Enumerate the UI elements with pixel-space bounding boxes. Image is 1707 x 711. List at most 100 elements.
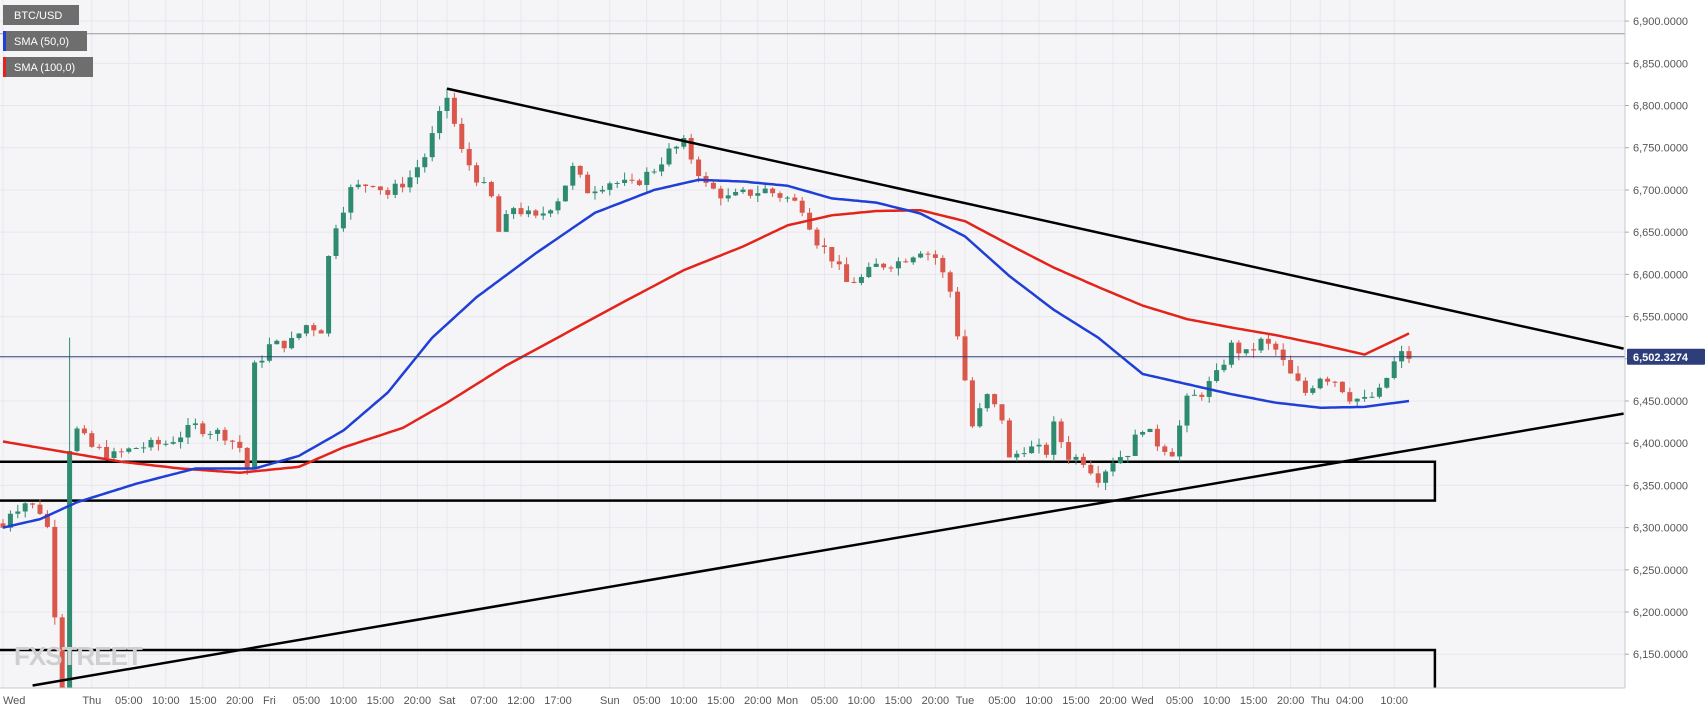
legend-item-background — [3, 5, 79, 25]
candle-down — [1162, 446, 1168, 452]
x-tick-label: 10:00 — [1203, 695, 1231, 707]
x-tick-label: 10:00 — [152, 695, 180, 707]
legend-item-background — [3, 57, 93, 77]
candle-up — [858, 277, 864, 283]
y-tick-label: 6,600.0000 — [1633, 269, 1688, 281]
candle-down — [999, 404, 1005, 421]
candle-down — [792, 197, 798, 201]
x-tick-label: Wed — [3, 695, 25, 707]
y-tick-label: 6,800.0000 — [1633, 101, 1688, 113]
candle-down — [710, 182, 716, 189]
candle-down — [814, 229, 820, 246]
candle-up — [1228, 342, 1234, 365]
legend-item[interactable]: SMA (50,0) — [3, 31, 87, 51]
candle-down — [1043, 444, 1049, 455]
candle-down — [222, 429, 228, 441]
candle-down — [496, 196, 502, 232]
legend-color-swatch — [3, 5, 6, 25]
candle-up — [192, 423, 198, 425]
candle-down — [488, 182, 494, 197]
support-zone-upper — [0, 460, 1437, 502]
candle-down — [1199, 394, 1205, 397]
candle-down — [155, 439, 161, 445]
candle-down — [1251, 349, 1257, 351]
candle-up — [666, 148, 672, 165]
candle-up — [681, 138, 687, 147]
candle-up — [511, 208, 517, 215]
candle-down — [1295, 373, 1301, 381]
candle-up — [326, 256, 332, 334]
x-tick-label: 20:00 — [1277, 695, 1305, 707]
candle-down — [30, 503, 36, 505]
candle-down — [1154, 428, 1160, 447]
legend-item[interactable]: SMA (100,0) — [3, 57, 93, 77]
candle-down — [1265, 338, 1271, 344]
candle-down — [962, 336, 968, 381]
candle-up — [170, 442, 176, 444]
y-tick-label: 6,650.0000 — [1633, 227, 1688, 239]
candle-up — [126, 448, 132, 452]
legend-item-label: SMA (100,0) — [14, 62, 75, 74]
candle-down — [311, 325, 317, 331]
candle-down — [318, 330, 324, 334]
candle-down — [518, 208, 524, 215]
legend-item[interactable]: BTC/USD — [3, 5, 79, 25]
candle-up — [977, 408, 983, 427]
candle-up — [178, 437, 184, 443]
candle-up — [207, 433, 213, 435]
candle-up — [1110, 463, 1116, 472]
descending-resistance — [446, 87, 1624, 350]
candle-up — [592, 191, 598, 194]
candle-up — [340, 212, 346, 229]
candle-down — [777, 193, 783, 198]
x-tick-label: 05:00 — [1166, 695, 1194, 707]
candle-up — [348, 187, 354, 213]
candle-up — [407, 177, 413, 188]
candle-up — [562, 185, 568, 202]
legend-color-swatch — [3, 57, 6, 77]
candle-down — [688, 138, 694, 160]
candle-up — [740, 189, 746, 192]
candle-down — [1066, 442, 1072, 460]
candle-up — [333, 228, 339, 257]
candle-up — [444, 97, 450, 111]
candle-up — [252, 362, 258, 469]
candle-up — [599, 189, 605, 192]
legend-item-background — [3, 31, 87, 51]
candle-up — [622, 179, 628, 183]
x-tick-label: 05:00 — [115, 695, 143, 707]
candle-up — [614, 182, 620, 184]
horizontal-lines — [0, 33, 1625, 358]
candle-up — [570, 165, 576, 186]
y-tick-label: 6,900.0000 — [1633, 16, 1688, 28]
candle-down — [229, 440, 235, 442]
candle-down — [836, 261, 842, 265]
candle-down — [696, 159, 702, 177]
x-tick-label: 07:00 — [470, 695, 498, 707]
candle-up — [1029, 446, 1035, 454]
candle-up — [548, 210, 554, 214]
x-tick-label: 05:00 — [293, 695, 321, 707]
y-tick-label: 6,450.0000 — [1633, 396, 1688, 408]
candle-up — [1036, 444, 1042, 447]
candle-down — [1406, 351, 1412, 359]
candle-up — [1310, 388, 1316, 393]
candle-up — [274, 340, 280, 345]
candle-up — [22, 503, 28, 512]
x-tick-label: 15:00 — [707, 695, 735, 707]
x-tick-label: Thu — [82, 695, 101, 707]
candle-up — [984, 394, 990, 409]
candle-up — [910, 257, 916, 263]
x-tick-label: 15:00 — [367, 695, 395, 707]
candle-down — [636, 180, 642, 185]
candle-up — [303, 325, 309, 334]
y-tick-label: 6,300.0000 — [1633, 523, 1688, 535]
candle-up — [873, 263, 879, 267]
x-tick-label: Mon — [777, 695, 798, 707]
legend[interactable]: BTC/USD SMA (50,0) SMA (100,0) — [3, 5, 93, 77]
candle-up — [1399, 351, 1405, 362]
candle-up — [185, 424, 191, 438]
candle-up — [481, 182, 487, 184]
legend-item-label: BTC/USD — [14, 10, 62, 22]
